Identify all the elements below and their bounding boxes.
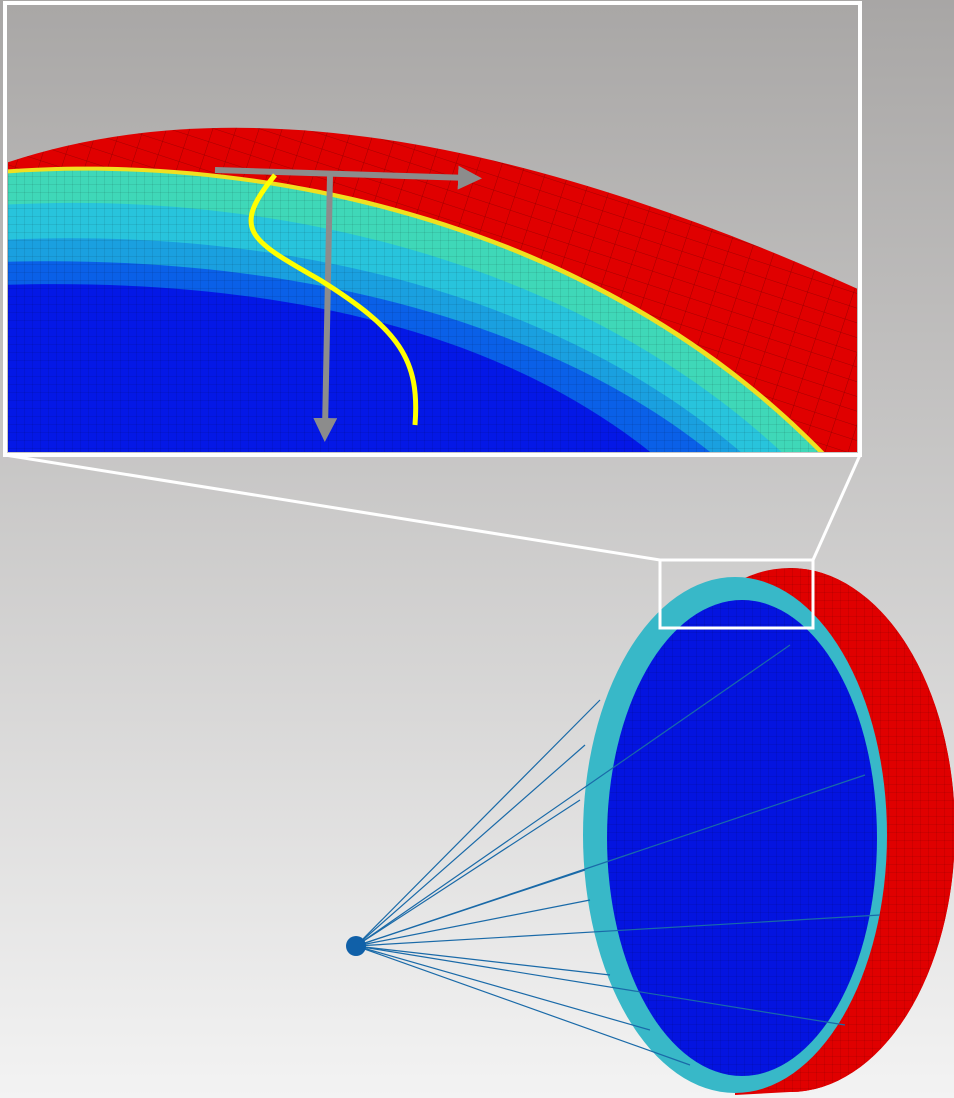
- scene: [0, 0, 954, 1098]
- reference-node: [346, 936, 366, 956]
- page: [0, 0, 954, 1098]
- disk-face-mesh: [607, 600, 877, 1076]
- disk: [583, 568, 954, 1095]
- inset-view: [0, 6, 860, 460]
